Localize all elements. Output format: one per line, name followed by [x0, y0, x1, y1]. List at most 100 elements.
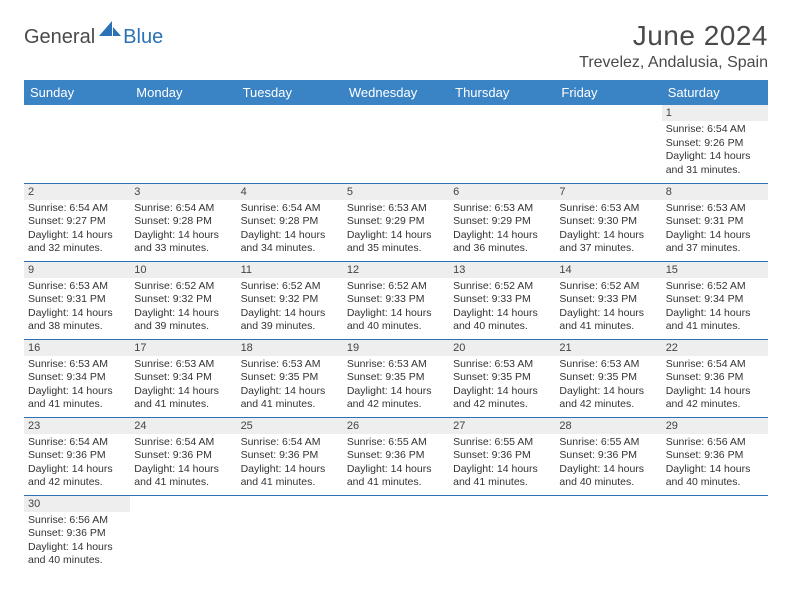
- day-details: Sunrise: 6:53 AMSunset: 9:29 PMDaylight:…: [449, 200, 555, 261]
- day-detail-line: Daylight: 14 hours: [241, 229, 339, 243]
- day-detail-line: Sunset: 9:33 PM: [347, 293, 445, 307]
- day-detail-line: Daylight: 14 hours: [28, 307, 126, 321]
- day-detail-line: Sunset: 9:28 PM: [241, 215, 339, 229]
- day-number: 30: [24, 496, 130, 512]
- day-detail-line: Daylight: 14 hours: [666, 463, 764, 477]
- day-number: 7: [555, 184, 661, 200]
- day-number: 18: [237, 340, 343, 356]
- day-detail-line: Sunset: 9:36 PM: [559, 449, 657, 463]
- day-details: Sunrise: 6:54 AMSunset: 9:36 PMDaylight:…: [24, 434, 130, 495]
- title-block: June 2024 Trevelez, Andalusia, Spain: [579, 20, 768, 72]
- day-number: 15: [662, 262, 768, 278]
- day-details: Sunrise: 6:53 AMSunset: 9:31 PMDaylight:…: [662, 200, 768, 261]
- calendar-day-cell: 14Sunrise: 6:52 AMSunset: 9:33 PMDayligh…: [555, 261, 661, 339]
- day-detail-line: Sunrise: 6:54 AM: [241, 202, 339, 216]
- day-number: 24: [130, 418, 236, 434]
- day-detail-line: Sunset: 9:29 PM: [347, 215, 445, 229]
- calendar-day-cell: 12Sunrise: 6:52 AMSunset: 9:33 PMDayligh…: [343, 261, 449, 339]
- calendar-day-cell: 28Sunrise: 6:55 AMSunset: 9:36 PMDayligh…: [555, 417, 661, 495]
- day-details: Sunrise: 6:53 AMSunset: 9:35 PMDaylight:…: [343, 356, 449, 417]
- logo: General Blue: [24, 26, 163, 49]
- logo-text-blue: Blue: [123, 26, 163, 49]
- day-detail-line: Daylight: 14 hours: [347, 307, 445, 321]
- weekday-header: Wednesday: [343, 80, 449, 105]
- day-details: Sunrise: 6:55 AMSunset: 9:36 PMDaylight:…: [343, 434, 449, 495]
- day-number: 25: [237, 418, 343, 434]
- calendar-week-row: 9Sunrise: 6:53 AMSunset: 9:31 PMDaylight…: [24, 261, 768, 339]
- day-detail-line: and 37 minutes.: [666, 242, 764, 256]
- day-detail-line: and 41 minutes.: [241, 476, 339, 490]
- day-number: 1: [662, 105, 768, 121]
- calendar-day-cell: 1Sunrise: 6:54 AMSunset: 9:26 PMDaylight…: [662, 105, 768, 183]
- day-detail-line: and 42 minutes.: [347, 398, 445, 412]
- calendar-day-cell: 30Sunrise: 6:56 AMSunset: 9:36 PMDayligh…: [24, 495, 130, 573]
- day-number: 23: [24, 418, 130, 434]
- day-details: Sunrise: 6:54 AMSunset: 9:36 PMDaylight:…: [237, 434, 343, 495]
- calendar-day-cell: [24, 105, 130, 183]
- day-detail-line: Sunset: 9:36 PM: [28, 527, 126, 541]
- day-details: Sunrise: 6:56 AMSunset: 9:36 PMDaylight:…: [662, 434, 768, 495]
- header: General Blue June 2024 Trevelez, Andalus…: [24, 20, 768, 72]
- day-number: 20: [449, 340, 555, 356]
- day-detail-line: Sunrise: 6:52 AM: [347, 280, 445, 294]
- day-detail-line: Sunrise: 6:56 AM: [666, 436, 764, 450]
- calendar-day-cell: 25Sunrise: 6:54 AMSunset: 9:36 PMDayligh…: [237, 417, 343, 495]
- day-number: 22: [662, 340, 768, 356]
- day-details: Sunrise: 6:54 AMSunset: 9:27 PMDaylight:…: [24, 200, 130, 261]
- day-details: Sunrise: 6:54 AMSunset: 9:26 PMDaylight:…: [662, 121, 768, 182]
- day-details: Sunrise: 6:52 AMSunset: 9:33 PMDaylight:…: [343, 278, 449, 339]
- day-detail-line: Sunrise: 6:55 AM: [453, 436, 551, 450]
- day-detail-line: Daylight: 14 hours: [241, 463, 339, 477]
- day-detail-line: Sunrise: 6:53 AM: [28, 358, 126, 372]
- day-detail-line: Daylight: 14 hours: [666, 229, 764, 243]
- day-number: 16: [24, 340, 130, 356]
- day-detail-line: and 41 minutes.: [28, 398, 126, 412]
- day-detail-line: Sunrise: 6:54 AM: [134, 436, 232, 450]
- day-number: 28: [555, 418, 661, 434]
- weekday-header: Sunday: [24, 80, 130, 105]
- day-detail-line: Daylight: 14 hours: [453, 385, 551, 399]
- day-detail-line: Sunrise: 6:53 AM: [134, 358, 232, 372]
- day-detail-line: and 33 minutes.: [134, 242, 232, 256]
- day-detail-line: and 42 minutes.: [28, 476, 126, 490]
- day-number: 9: [24, 262, 130, 278]
- day-details: Sunrise: 6:53 AMSunset: 9:34 PMDaylight:…: [24, 356, 130, 417]
- calendar-day-cell: 23Sunrise: 6:54 AMSunset: 9:36 PMDayligh…: [24, 417, 130, 495]
- calendar-day-cell: 17Sunrise: 6:53 AMSunset: 9:34 PMDayligh…: [130, 339, 236, 417]
- day-number: 12: [343, 262, 449, 278]
- weekday-header: Monday: [130, 80, 236, 105]
- day-detail-line: and 42 minutes.: [559, 398, 657, 412]
- day-number: 11: [237, 262, 343, 278]
- day-detail-line: and 40 minutes.: [28, 554, 126, 568]
- day-detail-line: Sunset: 9:34 PM: [28, 371, 126, 385]
- day-details: Sunrise: 6:55 AMSunset: 9:36 PMDaylight:…: [555, 434, 661, 495]
- day-details: Sunrise: 6:54 AMSunset: 9:28 PMDaylight:…: [130, 200, 236, 261]
- day-detail-line: Daylight: 14 hours: [666, 307, 764, 321]
- day-detail-line: Sunset: 9:35 PM: [453, 371, 551, 385]
- weekday-header: Friday: [555, 80, 661, 105]
- day-details: Sunrise: 6:55 AMSunset: 9:36 PMDaylight:…: [449, 434, 555, 495]
- day-detail-line: Daylight: 14 hours: [559, 229, 657, 243]
- day-details: Sunrise: 6:52 AMSunset: 9:33 PMDaylight:…: [555, 278, 661, 339]
- day-detail-line: Sunrise: 6:53 AM: [453, 202, 551, 216]
- day-detail-line: and 40 minutes.: [347, 320, 445, 334]
- day-detail-line: Sunrise: 6:53 AM: [347, 358, 445, 372]
- day-details: Sunrise: 6:54 AMSunset: 9:36 PMDaylight:…: [662, 356, 768, 417]
- day-detail-line: and 42 minutes.: [453, 398, 551, 412]
- day-detail-line: Sunrise: 6:53 AM: [28, 280, 126, 294]
- day-detail-line: Daylight: 14 hours: [241, 385, 339, 399]
- day-detail-line: and 37 minutes.: [559, 242, 657, 256]
- day-detail-line: and 41 minutes.: [241, 398, 339, 412]
- day-detail-line: Sunset: 9:36 PM: [134, 449, 232, 463]
- day-detail-line: Sunrise: 6:55 AM: [559, 436, 657, 450]
- day-details: Sunrise: 6:52 AMSunset: 9:32 PMDaylight:…: [130, 278, 236, 339]
- day-number: 19: [343, 340, 449, 356]
- day-detail-line: and 36 minutes.: [453, 242, 551, 256]
- day-details: Sunrise: 6:52 AMSunset: 9:32 PMDaylight:…: [237, 278, 343, 339]
- calendar-day-cell: 3Sunrise: 6:54 AMSunset: 9:28 PMDaylight…: [130, 183, 236, 261]
- day-detail-line: Daylight: 14 hours: [666, 385, 764, 399]
- calendar-day-cell: 22Sunrise: 6:54 AMSunset: 9:36 PMDayligh…: [662, 339, 768, 417]
- day-number: 8: [662, 184, 768, 200]
- day-number: 26: [343, 418, 449, 434]
- day-detail-line: Sunrise: 6:54 AM: [666, 358, 764, 372]
